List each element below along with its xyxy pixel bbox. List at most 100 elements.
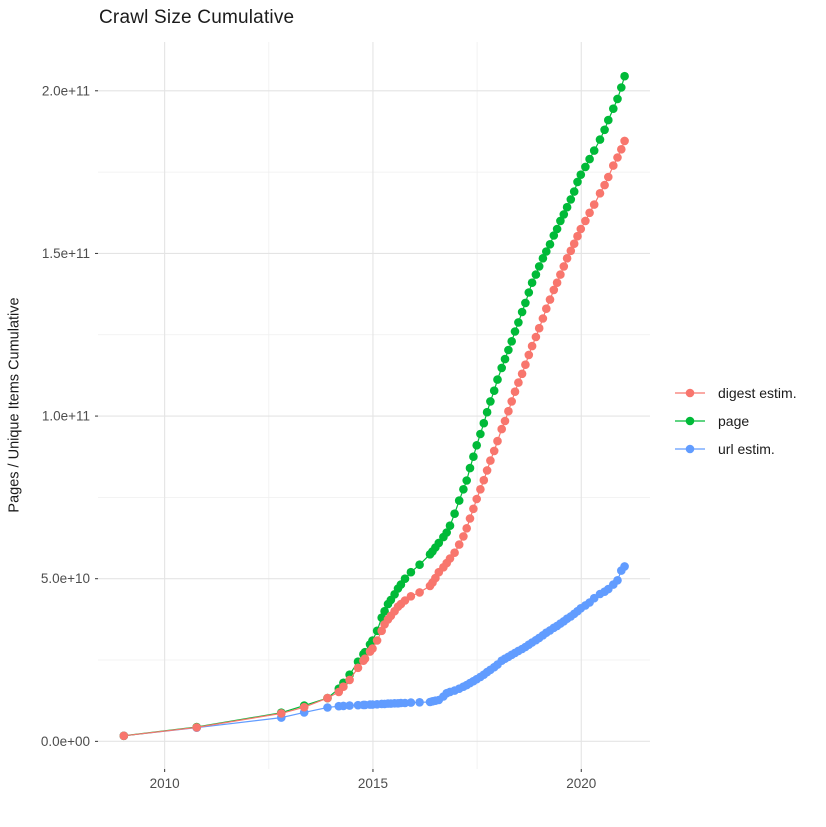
data-point-page <box>617 83 626 92</box>
data-point-page <box>462 476 472 485</box>
data-point-page <box>552 224 562 234</box>
data-point-digest-estim <box>445 554 455 563</box>
data-point-digest-estim <box>339 682 348 691</box>
data-point-digest-estim <box>531 332 541 342</box>
data-point-page <box>472 441 482 450</box>
data-point-page <box>479 418 489 428</box>
data-point-page <box>400 574 410 583</box>
legend-key-page <box>675 416 705 426</box>
data-point-digest-estim <box>507 397 516 406</box>
data-point-url-estim <box>620 562 629 571</box>
data-point-digest-estim <box>323 693 332 703</box>
data-point-page <box>507 337 516 346</box>
data-point-page <box>576 170 586 179</box>
legend-key-point <box>685 388 695 398</box>
data-point-digest-estim <box>556 270 565 279</box>
data-point-digest-estim <box>454 540 464 549</box>
y-tick-label: 1.0e+11 <box>42 409 90 424</box>
x-tick-labels: 2010 2015 2020 <box>150 776 597 791</box>
data-point-digest-estim <box>476 485 485 494</box>
chart-title: Crawl Size Cumulative <box>99 7 295 28</box>
data-point-digest-estim <box>576 224 586 234</box>
data-point-digest-estim <box>472 494 482 504</box>
data-point-digest-estim <box>534 323 544 333</box>
data-point-page <box>469 452 478 462</box>
data-point-digest-estim <box>521 360 530 370</box>
data-point-digest-estim <box>542 304 551 314</box>
data-point-digest-estim <box>595 189 605 198</box>
data-point-page <box>504 345 513 355</box>
data-point-page <box>434 538 444 548</box>
legend-key-point <box>685 444 695 454</box>
data-point-digest-estim <box>497 424 507 434</box>
legend-item-digest-estim: digest estim. <box>672 379 797 407</box>
data-point-digest-estim <box>277 709 286 718</box>
data-point-digest-estim <box>545 295 555 304</box>
data-point-page <box>497 363 507 373</box>
data-point-page <box>531 270 541 279</box>
legend-key-digest-estim <box>675 388 705 398</box>
data-point-digest-estim <box>585 208 594 218</box>
data-point-page <box>604 115 613 125</box>
legend-item-url-estim: url estim. <box>672 435 797 463</box>
data-point-page <box>589 146 599 155</box>
data-point-url-estim <box>406 698 416 707</box>
data-point-page <box>489 386 499 396</box>
x-tick-label: 2020 <box>566 776 596 791</box>
data-point-page <box>620 71 629 81</box>
data-point-page <box>566 195 576 204</box>
data-point-page <box>581 162 590 172</box>
data-point-page <box>542 247 551 256</box>
legend-item-page: page <box>672 407 797 435</box>
data-point-page <box>517 307 527 317</box>
data-point-digest-estim <box>613 153 622 162</box>
x-tick-label: 2010 <box>150 776 180 791</box>
data-point-digest-estim <box>360 654 370 663</box>
data-point-digest-estim <box>514 378 523 387</box>
data-point-page <box>482 407 492 417</box>
data-point-digest-estim <box>617 145 626 154</box>
data-point-digest-estim <box>482 466 492 475</box>
data-point-page <box>514 318 523 327</box>
data-point-page <box>613 94 622 104</box>
data-point-digest-estim <box>609 161 618 170</box>
data-point-digest-estim <box>573 231 582 241</box>
data-point-page <box>569 187 579 196</box>
data-point-digest-estim <box>549 285 559 295</box>
data-point-digest-estim <box>372 636 382 645</box>
data-point-page <box>521 298 530 308</box>
data-point-page <box>538 253 548 263</box>
data-point-digest-estim <box>569 239 579 248</box>
data-point-page <box>406 567 416 577</box>
data-point-digest-estim <box>353 663 363 673</box>
data-point-digest-estim <box>465 514 475 523</box>
data-point-digest-estim <box>486 456 495 465</box>
data-point-page <box>459 485 468 494</box>
x-tick-label: 2015 <box>358 776 388 791</box>
data-point-url-estim <box>613 576 622 585</box>
data-point-page <box>454 496 464 505</box>
data-point-page <box>524 288 534 297</box>
data-point-digest-estim <box>489 446 499 456</box>
data-point-digest-estim <box>604 172 613 182</box>
data-point-digest-estim <box>562 253 572 263</box>
data-point-digest-estim <box>377 626 387 636</box>
data-point-page <box>573 177 582 187</box>
data-point-digest-estim <box>192 723 201 732</box>
legend-label: digest estim. <box>718 385 797 401</box>
data-point-digest-estim <box>510 387 520 397</box>
data-point-digest-estim <box>415 588 424 597</box>
y-tick-label: 0.0e+00 <box>41 734 90 749</box>
gridlines-minor <box>98 42 650 769</box>
data-point-digest-estim <box>469 504 478 514</box>
y-tick-label: 1.5e+11 <box>42 246 90 261</box>
data-point-page <box>562 202 572 212</box>
axis-ticks <box>95 90 582 772</box>
legend: digest estim. page url estim. <box>672 379 797 463</box>
legend-label: page <box>718 413 750 429</box>
data-point-page <box>510 327 520 336</box>
data-point-page <box>559 210 569 219</box>
data-point-digest-estim <box>479 475 489 485</box>
data-point-digest-estim <box>559 262 569 271</box>
